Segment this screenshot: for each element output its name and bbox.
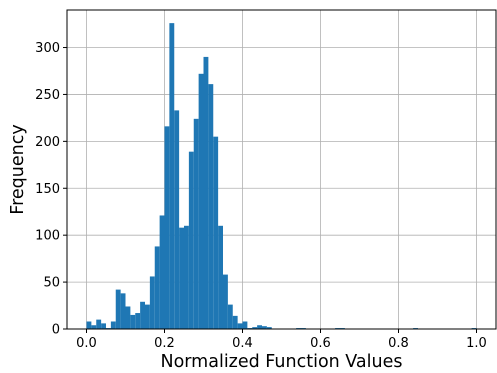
x-tick-label: 0.0: [76, 336, 97, 351]
histogram-bar: [140, 301, 145, 329]
x-tick-label: 0.4: [232, 336, 253, 351]
histogram-bar: [184, 225, 189, 329]
histogram-bar: [110, 321, 116, 329]
histogram-bar: [213, 136, 219, 329]
histogram-bar: [130, 314, 136, 329]
histogram-bar: [145, 304, 150, 329]
histogram-bar: [96, 319, 102, 329]
histogram-bar: [86, 321, 92, 329]
y-tick-label: 150: [35, 182, 60, 197]
histogram-bar: [262, 326, 267, 329]
x-tick-label: 1.0: [466, 336, 487, 351]
histogram-bar: [149, 276, 155, 329]
histogram-bar: [223, 274, 228, 329]
histogram-bar: [91, 325, 97, 329]
histogram-bar: [227, 304, 233, 329]
y-tick-label: 100: [35, 229, 60, 244]
histogram-bar: [232, 315, 238, 329]
histogram-bar: [252, 327, 258, 329]
plot-frame: [66, 9, 497, 330]
histogram-bar: [237, 323, 243, 329]
histogram-bar: [101, 323, 106, 329]
grid-lines: [67, 10, 496, 330]
y-tick-label: 0: [52, 323, 60, 338]
histogram-bar: [266, 327, 272, 329]
histogram-bar: [179, 227, 184, 329]
histogram-bar: [242, 321, 248, 329]
histogram-bar: [257, 325, 262, 329]
x-axis-title: Normalized Function Values: [161, 352, 403, 372]
histogram-bar: [218, 225, 223, 329]
histogram-bar: [174, 110, 180, 329]
histogram-bar: [188, 151, 194, 329]
histogram-bar: [135, 313, 141, 329]
histogram-bar: [203, 56, 209, 329]
histogram-bar: [154, 246, 160, 329]
histogram-bar: [208, 84, 214, 329]
y-tick-label: 250: [35, 88, 60, 103]
histogram-bar: [164, 126, 170, 329]
histogram-bars: [86, 23, 477, 330]
y-axis-title: Frequency: [8, 124, 28, 214]
histogram-bar: [125, 306, 131, 329]
y-tick-label: 200: [35, 135, 60, 150]
histogram-bar: [159, 215, 165, 329]
axis-ticks: 0.0 0.2 0.4 0.6 0.8 1.0 0 50 100 150 200 250 300: [35, 41, 487, 351]
histogram-bar: [115, 289, 121, 329]
x-tick-label: 0.6: [310, 336, 331, 351]
histogram-bar: [169, 23, 175, 330]
histogram-bar: [193, 118, 199, 329]
y-tick-label: 50: [43, 276, 60, 291]
x-tick-label: 0.2: [154, 336, 175, 351]
histogram-bar: [198, 73, 204, 329]
x-tick-label: 0.8: [388, 336, 409, 351]
y-tick-label: 300: [35, 41, 60, 56]
histogram-bar: [120, 293, 126, 329]
